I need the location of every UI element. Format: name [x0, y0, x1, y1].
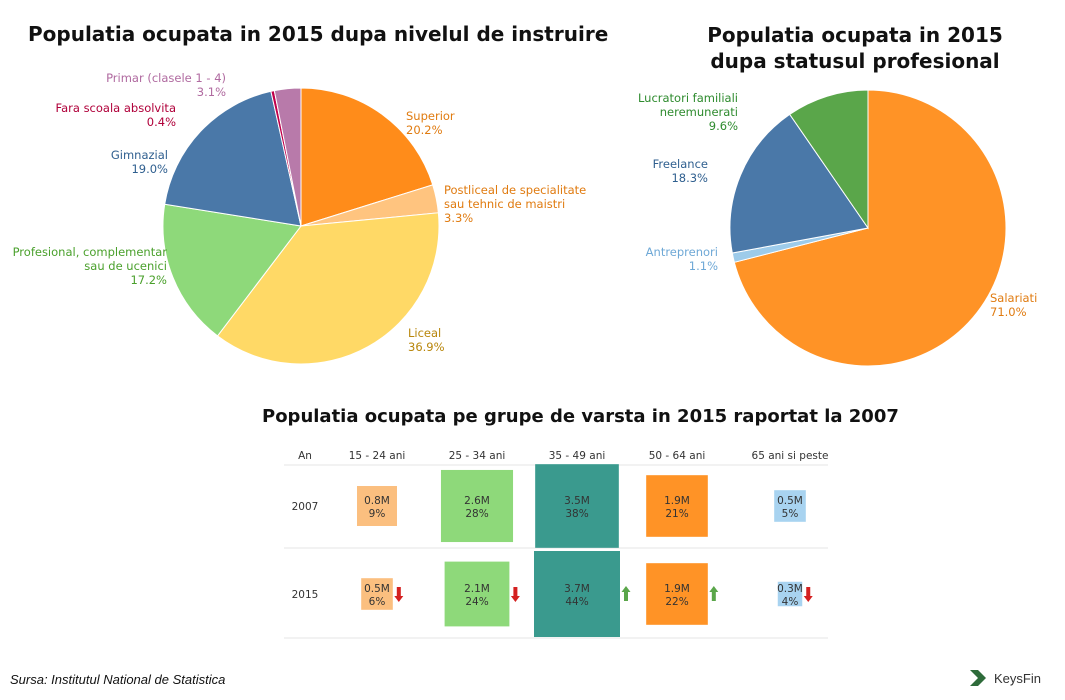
- tile-value: 0.5M: [777, 495, 803, 507]
- chart-title-age: Populatia ocupata pe grupe de varsta in …: [262, 406, 899, 427]
- table-tile: [440, 469, 514, 543]
- tile-percent: 6%: [369, 596, 386, 608]
- tile-percent: 4%: [782, 596, 799, 608]
- tile-percent: 22%: [665, 596, 688, 608]
- tile-percent: 21%: [665, 508, 688, 520]
- source-note: Sursa: Institutul National de Statistica: [10, 672, 226, 687]
- table-tile: [646, 563, 708, 625]
- tile-percent: 28%: [465, 508, 488, 520]
- arrow-down-icon: [510, 587, 520, 602]
- table-tile: [361, 578, 393, 610]
- table-header-25-34-ani: 25 - 34 ani: [449, 450, 506, 462]
- tile-value: 1.9M: [664, 495, 690, 507]
- arrow-up-icon: [709, 586, 719, 601]
- table-header-15-24-ani: 15 - 24 ani: [349, 450, 406, 462]
- pie-label-fara-scoala-absolvita: Fara scoala absolvita 0.4%: [56, 101, 177, 129]
- pie-slice-salariati: [733, 89, 1007, 367]
- pie-label-liceal: Liceal 36.9%: [408, 326, 445, 354]
- pie-slice-primar-clasele-1-4: [273, 87, 302, 227]
- logo-chevron-icon: [970, 670, 986, 686]
- tile-value: 1.9M: [664, 583, 690, 595]
- table-row-year: 2015: [292, 589, 319, 601]
- tile-percent: 9%: [369, 508, 386, 520]
- chart-title-status-line2: dupa statusul profesional: [710, 49, 1000, 73]
- tile-value: 0.3M: [777, 583, 803, 595]
- tile-percent: 24%: [465, 596, 488, 608]
- pie-label-postliceal-de-specialitate-sau-tehnic-de-maistri: Postliceal de specialitate sau tehnic de …: [444, 183, 586, 225]
- table-tile: [774, 490, 806, 522]
- table-tile: [777, 581, 803, 607]
- table-header-50-64-ani: 50 - 64 ani: [649, 450, 706, 462]
- arrow-down-icon: [803, 587, 813, 602]
- pie-label-primar-clasele-1-4: Primar (clasele 1 - 4) 3.1%: [106, 71, 226, 99]
- pie-slice-freelance: [729, 113, 869, 254]
- tile-value: 3.7M: [564, 583, 590, 595]
- table-header-35-49-ani: 35 - 49 ani: [549, 450, 606, 462]
- tile-value: 2.6M: [464, 495, 490, 507]
- pie-slice-superior: [300, 87, 434, 227]
- logo-text: KeysFin: [994, 670, 1041, 686]
- arrow-up-icon: [621, 586, 631, 601]
- table-tile: [357, 486, 397, 526]
- table-tile: [534, 551, 620, 637]
- keysfin-logo: KeysFin: [968, 668, 1041, 688]
- pie-education: Superior 20.2% Postliceal de specialitate s…: [13, 71, 586, 365]
- tile-value: 0.8M: [364, 495, 390, 507]
- chart-title-status-line1: Populatia ocupata in 2015: [707, 23, 1003, 47]
- chart-title-status: Populatia ocupata in 2015 dupa statusul …: [690, 22, 1020, 74]
- table-row-year: 2007: [292, 501, 319, 513]
- tile-percent: 44%: [565, 596, 588, 608]
- pie-label-superior: Superior 20.2%: [406, 109, 455, 137]
- pie-label-profesional-complementar-sau-de-ucenici: Profesional, complementar sau de ucenici 1…: [13, 245, 168, 287]
- pie-label-gimnazial: Gimnazial 19.0%: [111, 148, 168, 176]
- table-tile: [646, 475, 708, 537]
- pie-slice-liceal: [216, 212, 440, 365]
- pie-label-salariati: Salariati 71.0%: [990, 291, 1037, 319]
- table-header-65-ani-si-peste: 65 ani si peste: [752, 450, 829, 462]
- table-header-year: An: [298, 450, 312, 462]
- chart-title-education: Populatia ocupata in 2015 dupa nivelul d…: [28, 22, 609, 46]
- pie-label-antreprenori: Antreprenori 1.1%: [646, 245, 718, 273]
- pie-slice-lucratori-familiali-neremunerati: [789, 89, 869, 230]
- pie-label-freelance: Freelance 18.3%: [653, 157, 708, 185]
- pie-slice-gimnazial: [164, 90, 302, 227]
- table-tile: [444, 561, 510, 627]
- arrow-down-icon: [394, 587, 404, 602]
- age-table: An 15 - 24 ani 25 - 34 ani 35 - 49 ani 50 - …: [284, 450, 829, 639]
- tile-percent: 38%: [565, 508, 588, 520]
- tile-value: 0.5M: [364, 583, 390, 595]
- tile-value: 3.5M: [564, 495, 590, 507]
- table-tile: [535, 464, 619, 548]
- tile-percent: 5%: [782, 508, 799, 520]
- pie-label-lucratori-familiali-neremunerati: Lucratori familiali neremunerati 9.6%: [638, 91, 738, 133]
- pie-status: Salariati 71.0% Antreprenori 1.1% Freelance 1…: [638, 89, 1037, 367]
- tile-value: 2.1M: [464, 583, 490, 595]
- pie-slice-profesional-complementar-sau-de-ucenici: [162, 203, 302, 337]
